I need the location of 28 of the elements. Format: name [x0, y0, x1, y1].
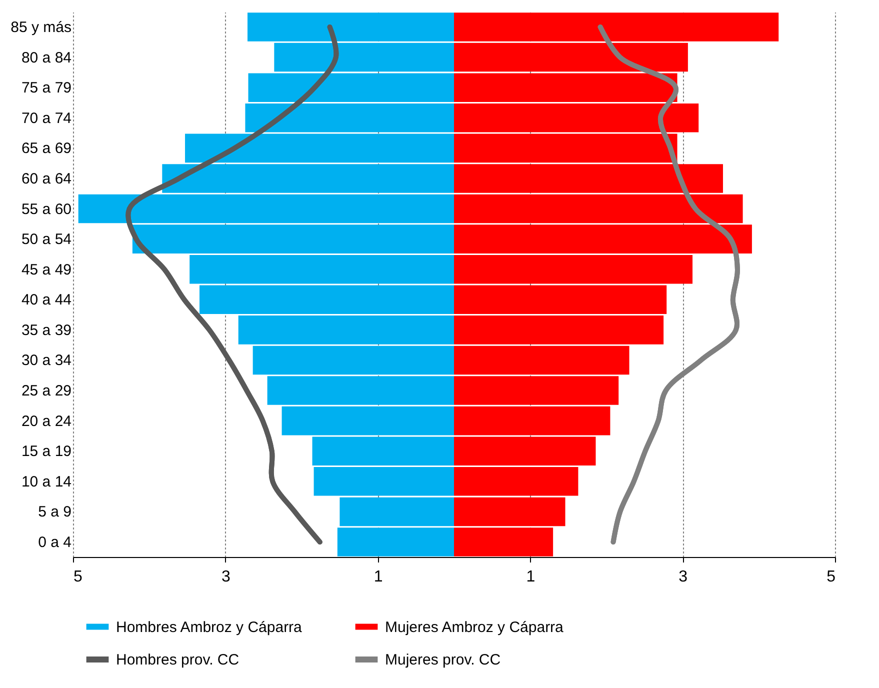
- y-tick-label: 85 y más: [10, 18, 72, 36]
- y-tick-label: 5 a 9: [38, 504, 72, 521]
- y-tick-label: 70 a 74: [21, 110, 72, 127]
- y-tick-label: 25 a 29: [21, 382, 72, 400]
- y-tick-label: 15 a 19: [21, 443, 72, 460]
- y-tick-label: 45 a 49: [21, 261, 72, 278]
- y-tick-label: 65 a 69: [21, 140, 72, 158]
- legend-label: Hombres prov. CC: [116, 652, 240, 668]
- legend-label: Hombres Ambroz y Cáparra: [116, 618, 303, 636]
- y-tick-label: 10 a 14: [21, 473, 72, 490]
- y-tick-label: 60 a 64: [21, 170, 72, 188]
- y-tick-label: 55 a 60: [21, 200, 72, 218]
- x-tick-label: 1: [374, 568, 383, 586]
- y-tick-label: 30 a 34: [21, 352, 72, 370]
- x-tick-label: 3: [678, 568, 688, 586]
- x-tick-label: 5: [826, 568, 836, 586]
- y-tick-label: 20 a 24: [21, 412, 72, 430]
- y-tick-label: 50 a 54: [21, 231, 72, 248]
- y-tick-label: 75 a 79: [21, 80, 72, 97]
- y-tick-label: 0 a 4: [38, 534, 72, 552]
- x-tick-label: 1: [526, 568, 536, 586]
- y-tick-label: 80 a 84: [21, 49, 72, 66]
- y-tick-label: 35 a 39: [21, 322, 72, 339]
- y-tick-label: 40 a 44: [21, 292, 72, 309]
- x-tick-label: 5: [74, 568, 82, 586]
- x-tick-label: 3: [221, 568, 230, 586]
- legend-label: Mujeres Ambroz y Cáparra: [385, 618, 564, 636]
- legend-label: Mujeres prov. CC: [385, 652, 501, 668]
